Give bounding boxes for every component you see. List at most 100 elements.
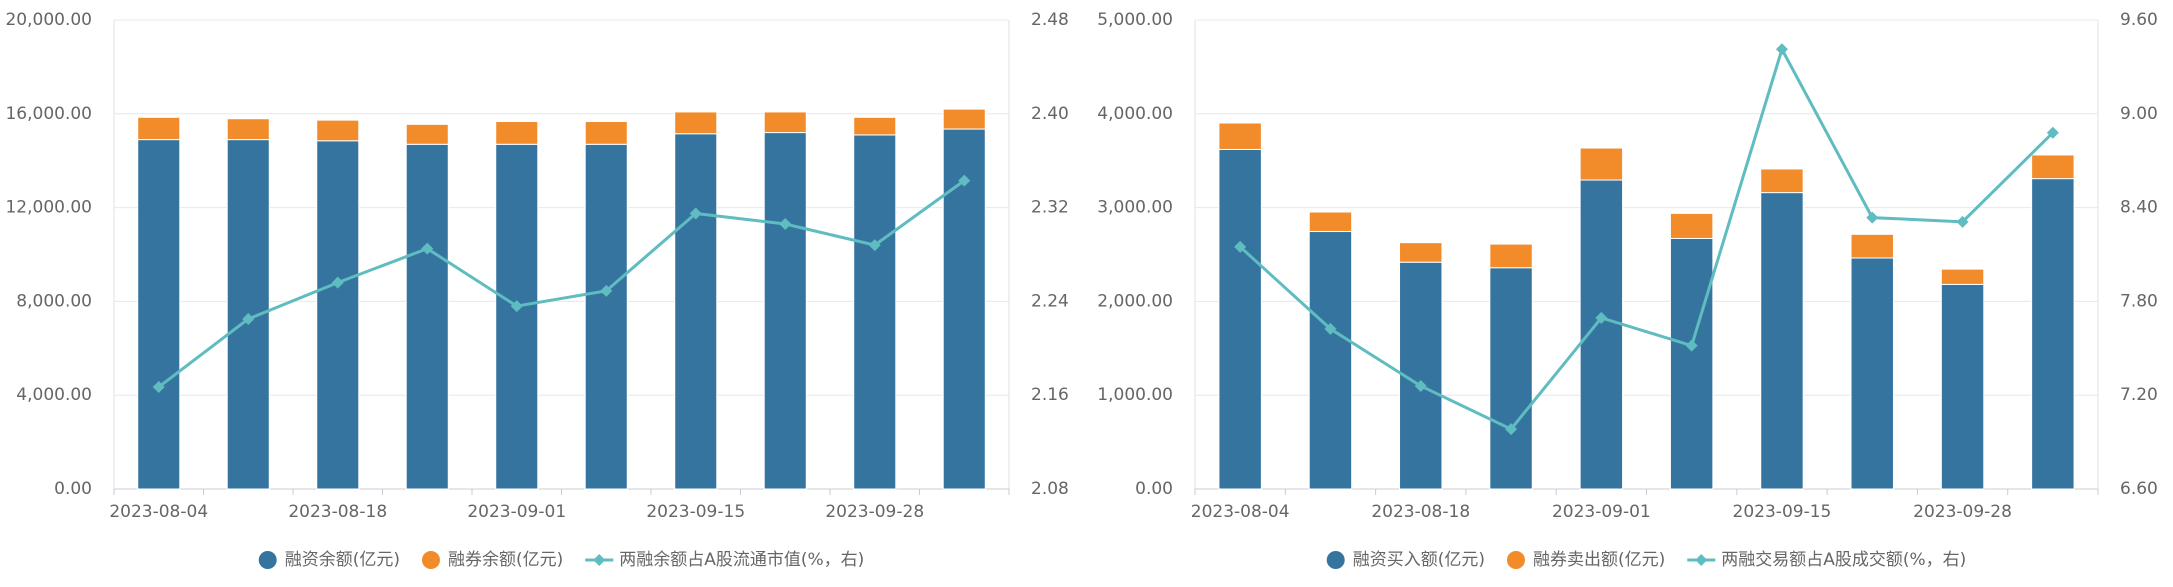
legend-label: 融资余额(亿元) <box>285 550 400 570</box>
line-marker <box>868 239 881 252</box>
line-marker <box>1234 240 1247 253</box>
bar <box>942 108 986 130</box>
y2-tick-label: 2.48 <box>1031 10 1069 30</box>
bar <box>1850 257 1894 490</box>
y2-tick-label: 2.40 <box>1031 104 1069 124</box>
y2-tick-label: 2.16 <box>1031 385 1069 405</box>
line-marker <box>1324 322 1337 335</box>
y-tick-label: 4,000.00 <box>1097 104 1173 124</box>
line-marker <box>421 242 434 255</box>
bar <box>1218 122 1262 150</box>
bar <box>1308 211 1353 233</box>
y-tick-label: 8,000.00 <box>16 291 92 311</box>
y-tick-label: 4,000.00 <box>16 385 92 405</box>
line-marker <box>2046 126 2059 139</box>
bar <box>1760 192 1804 490</box>
line-marker <box>1685 339 1698 352</box>
bar <box>495 121 539 145</box>
x-tick-label: 2023-08-04 <box>1191 502 1290 522</box>
bar <box>405 143 449 490</box>
y-tick-label: 20,000.00 <box>5 10 92 30</box>
bar <box>584 143 628 490</box>
bar <box>1760 168 1804 194</box>
legend: 融资余额(亿元) 融券余额(亿元) 两融余额占A股流通市值(%，右) <box>258 550 864 570</box>
line-series <box>157 179 966 389</box>
line-marker <box>331 276 344 289</box>
bar <box>137 139 181 490</box>
legend: 融资买入额(亿元) 融券卖出额(亿元) 两融交易额占A股成交额(%，右) <box>1326 550 1966 570</box>
legend-label: 融券余额(亿元) <box>448 550 563 570</box>
bar <box>1489 267 1533 490</box>
x-tick-label: 2023-09-28 <box>825 502 924 522</box>
y-tick-label: 1,000.00 <box>1097 385 1173 405</box>
bar <box>1579 147 1624 181</box>
bar <box>1850 233 1894 259</box>
legend-swatch <box>593 554 606 566</box>
x-tick-label: 2023-09-15 <box>646 502 745 522</box>
bar <box>584 121 628 145</box>
legend-swatch <box>1695 554 1708 566</box>
line-marker <box>1775 43 1788 56</box>
y2-tick-label: 9.60 <box>2120 10 2158 30</box>
bar <box>2031 178 2075 490</box>
y2-tick-label: 6.60 <box>2120 479 2158 499</box>
x-tick-label: 2023-08-18 <box>1371 502 1470 522</box>
bar <box>226 118 270 141</box>
bar <box>1940 268 1985 285</box>
y-tick-label: 5,000.00 <box>1097 10 1173 30</box>
bar <box>1669 237 1714 490</box>
x-tick-label: 2023-09-28 <box>1913 502 2012 522</box>
line-marker <box>779 218 792 231</box>
y-tick-label: 16,000.00 <box>5 104 92 124</box>
line-marker <box>689 207 702 220</box>
bar <box>137 116 181 141</box>
bar <box>674 133 718 490</box>
y2-tick-label: 2.24 <box>1031 291 1069 311</box>
x-tick-label: 2023-08-18 <box>288 502 387 522</box>
bar <box>1218 148 1262 490</box>
x-tick-label: 2023-09-15 <box>1733 502 1832 522</box>
y-tick-label: 12,000.00 <box>5 198 92 218</box>
x-tick-label: 2023-09-01 <box>467 502 566 522</box>
legend-label: 融券卖出额(亿元) <box>1533 550 1665 570</box>
bar <box>316 140 360 490</box>
bar <box>1399 242 1443 263</box>
y2-tick-label: 7.20 <box>2120 385 2158 405</box>
line-marker <box>958 174 971 187</box>
y-tick-label: 0.00 <box>54 479 92 499</box>
line-marker <box>1414 379 1427 392</box>
line-marker <box>1595 311 1608 324</box>
line-marker <box>1866 211 1879 224</box>
y2-tick-label: 7.80 <box>2120 291 2158 311</box>
x-tick-label: 2023-08-04 <box>109 502 208 522</box>
line-marker <box>1956 215 1969 228</box>
bar <box>674 111 718 135</box>
legend-label: 两融余额占A股流通市值(%，右) <box>619 550 864 570</box>
bar <box>853 134 897 490</box>
y2-tick-label: 2.08 <box>1031 479 1069 499</box>
bar <box>316 119 360 142</box>
bar <box>763 132 807 490</box>
y2-tick-label: 8.40 <box>2120 198 2158 218</box>
legend-swatch <box>1506 551 1525 569</box>
bar <box>495 143 539 490</box>
y-tick-label: 2,000.00 <box>1097 291 1173 311</box>
legend-swatch <box>1326 551 1345 569</box>
y-tick-label: 3,000.00 <box>1097 198 1173 218</box>
line-marker <box>242 312 255 325</box>
line-marker <box>152 380 165 393</box>
bar <box>763 111 807 134</box>
line-series <box>1239 45 2054 431</box>
bar <box>405 123 449 145</box>
bar <box>1669 212 1714 239</box>
x-tick-label: 2023-09-01 <box>1552 502 1651 522</box>
y2-tick-label: 2.32 <box>1031 198 1069 218</box>
y-tick-label: 0.00 <box>1135 479 1173 499</box>
bar <box>1489 243 1533 269</box>
y2-tick-label: 9.00 <box>2120 104 2158 124</box>
bar <box>1940 283 1985 490</box>
line-marker <box>510 300 523 313</box>
bar <box>1308 231 1353 490</box>
